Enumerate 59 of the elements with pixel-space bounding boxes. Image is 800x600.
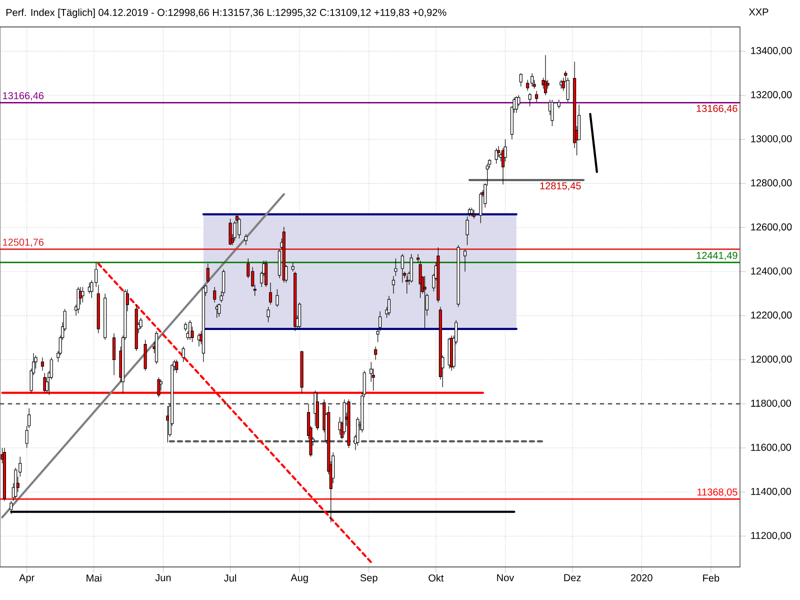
x-tick-label: Jul (224, 574, 236, 582)
candlestick (112, 333, 116, 376)
candlestick (472, 210, 476, 219)
candlestick (244, 234, 248, 246)
candlestick (276, 288, 279, 308)
chart-title: Perf. Index [Täglich] 04.12.2019 - O:12998,66 H:13157,36 L:12995,32 C:13109,12 +119,83 +0,92% (6, 8, 446, 18)
y-tick-label: 12000,00 (751, 356, 792, 364)
candlestick (213, 286, 216, 303)
candlestick (463, 249, 467, 272)
candlestick (410, 254, 413, 283)
y-tick-label: 12600,00 (751, 223, 792, 232)
y-tick-label: 13400,00 (751, 47, 792, 56)
x-tick-label: 2020 (631, 574, 652, 582)
candlestick (374, 346, 378, 360)
x-tick-label: Feb (703, 574, 720, 582)
candlestick (394, 258, 398, 276)
candlestick (519, 72, 522, 87)
candlestick (528, 92, 532, 107)
candlestick (206, 263, 210, 283)
ref-line-label: 12501,76 (3, 238, 44, 247)
x-tick-label: Okt (428, 574, 444, 582)
candlestick (76, 286, 80, 314)
y-tick-label: 11600,00 (751, 444, 791, 452)
candlestick (268, 282, 272, 305)
y-tick-label: 12400,00 (751, 267, 792, 276)
y-tick-label: 11200,00 (751, 532, 791, 540)
ref-line-label: 13166,46 (3, 92, 44, 100)
candlestick (535, 90, 538, 102)
ref-line-label: 11368,05 (698, 488, 738, 497)
candlestick (43, 372, 46, 394)
y-tick-label: 13200,00 (751, 91, 792, 100)
candlestick (182, 346, 185, 362)
candlestick (392, 276, 396, 294)
candlestick (466, 216, 469, 246)
y-tick-label: 12800,00 (751, 179, 792, 188)
x-tick-label: Aug (290, 574, 308, 584)
candlestick (157, 377, 160, 398)
annotation: 13166,46 (696, 104, 738, 114)
candlestick (40, 357, 44, 372)
candlestick (526, 80, 530, 92)
candlestick (81, 286, 84, 303)
y-tick-label: 11400,00 (751, 488, 791, 496)
x-tick-label: Apr (19, 574, 34, 584)
candlestick (314, 390, 317, 426)
y-axis-title: XXP (748, 8, 768, 16)
x-tick-label: Sep (360, 574, 378, 584)
x-tick-label: Mai (86, 574, 102, 582)
y-tick-label: 12200,00 (751, 312, 792, 320)
y-tick-label: 11800,00 (751, 400, 791, 408)
candlestick (550, 99, 554, 126)
candlestick (387, 296, 391, 316)
candlestick (218, 303, 221, 318)
x-tick-label: Jun (155, 574, 171, 582)
ref-line-label: 12441,49 (696, 252, 738, 260)
x-tick-label: Nov (497, 574, 514, 582)
candlestick (266, 306, 270, 323)
annotation: 12815,45 (540, 182, 581, 191)
y-tick-label: 13000,00 (751, 135, 792, 144)
x-tick-label: Dez (564, 574, 581, 582)
